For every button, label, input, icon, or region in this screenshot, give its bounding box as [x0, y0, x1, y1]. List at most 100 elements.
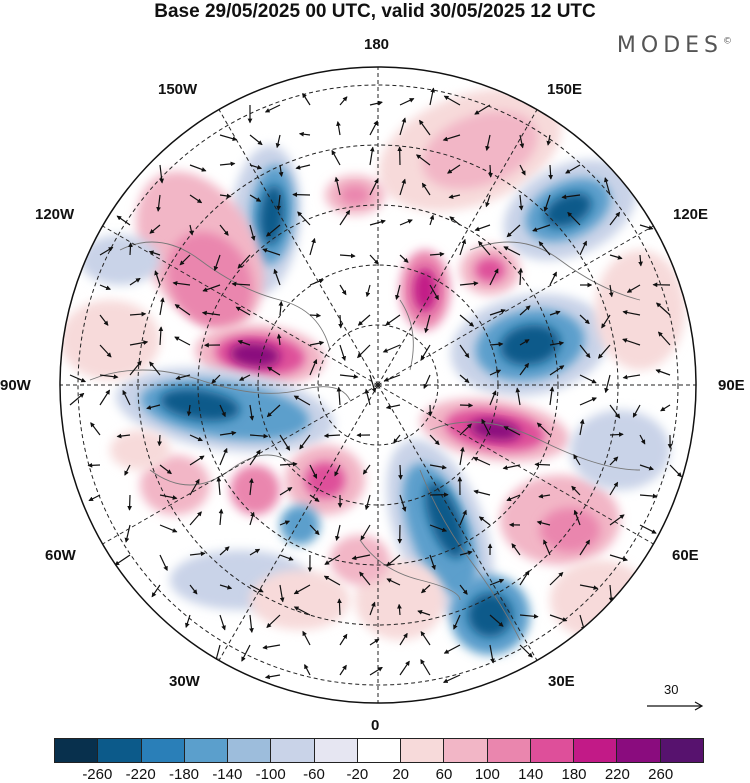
wind-vector: [656, 302, 671, 316]
coastline: [419, 469, 521, 641]
wind-vector: [622, 338, 641, 346]
wind-vector: [219, 224, 229, 236]
wind-vector: [128, 242, 133, 256]
wind-vector: [295, 164, 311, 170]
wind-vector: [279, 584, 285, 603]
wind-vector: [609, 456, 619, 466]
wind-vector: [309, 524, 320, 536]
anomaly-patch: [259, 185, 285, 245]
wind-vector: [309, 237, 316, 256]
wind-vector: [417, 609, 431, 616]
wind-vector: [386, 578, 401, 586]
colorbar-swatch: [617, 739, 661, 762]
wind-vector: [386, 554, 401, 567]
wind-vector: [548, 164, 554, 180]
wind-vector: [609, 432, 624, 437]
wind-vector: [538, 493, 551, 499]
wind-vector: [267, 366, 281, 376]
wind-vector: [339, 253, 356, 259]
wind-vector: [669, 464, 682, 478]
wind-vector: [573, 509, 581, 526]
wind-vector: [189, 478, 200, 496]
wind-vector: [201, 310, 221, 316]
wind-vector: [293, 584, 311, 595]
colorbar-tick-label: 60: [435, 766, 453, 783]
wind-vector: [279, 487, 293, 496]
wind-vector: [188, 224, 194, 236]
wind-vector: [489, 578, 505, 586]
wind-vector: [447, 164, 461, 174]
wind-vector: [489, 268, 499, 286]
meridian: [377, 384, 538, 661]
lon-label-30w: 30W: [169, 673, 200, 690]
wind-vector: [459, 374, 470, 384]
wind-vector: [309, 313, 322, 318]
wind-vector: [124, 464, 131, 476]
colorbar-tick-label: 140: [518, 766, 544, 783]
colorbar-tick-label: -60: [303, 766, 325, 783]
wind-vector: [99, 246, 114, 256]
wind-vector: [189, 551, 206, 557]
wind-vector: [543, 194, 551, 212]
lon-label-30e: 30E: [548, 673, 575, 690]
wind-vector: [579, 539, 591, 556]
map-boundary: [59, 66, 697, 704]
wind-vector: [429, 434, 440, 446]
wind-vector: [609, 554, 628, 562]
wind-vector: [532, 224, 551, 232]
wind-vector: [571, 485, 581, 496]
wind-vector: [302, 92, 311, 106]
wind-vector: [249, 433, 269, 439]
colorbar-swatch: [660, 739, 703, 762]
wind-vector: [459, 509, 467, 526]
wind-vector: [159, 494, 178, 500]
wind-vector: [309, 278, 324, 286]
wind-vector: [399, 494, 407, 512]
wind-vector: [154, 270, 161, 286]
wind-vector: [309, 340, 325, 346]
wind-vector: [597, 344, 611, 359]
wind-vector: [331, 149, 341, 166]
wind-vector: [297, 211, 311, 226]
wind-vector: [608, 584, 614, 603]
wind-vector: [579, 584, 599, 590]
wind-vector: [485, 134, 491, 151]
wind-vector: [174, 336, 191, 346]
wind-vector: [549, 271, 557, 286]
anomaly-patch: [413, 268, 437, 312]
anomaly-patch: [250, 570, 350, 630]
wind-vector: [429, 524, 448, 532]
wind-vector: [395, 284, 401, 300]
wind-vector: [423, 374, 431, 390]
wind-vector: [399, 632, 408, 646]
wind-vector: [429, 464, 447, 470]
wind-vector: [357, 344, 371, 359]
wind-vector: [429, 87, 436, 106]
wind-vector: [443, 95, 461, 106]
wind-vector: [638, 254, 643, 267]
coastline: [359, 539, 461, 601]
wind-vector: [399, 660, 410, 676]
wind-vector: [174, 304, 191, 316]
parallel: [77, 84, 679, 686]
wind-vector: [279, 554, 294, 561]
wind-vector: [429, 251, 445, 257]
wind-vector: [266, 614, 281, 628]
wind-vector: [158, 326, 164, 346]
colorbar-swatch: [574, 739, 618, 762]
wind-vector: [655, 369, 671, 376]
wind-vector: [369, 146, 375, 166]
wind-vector: [309, 464, 318, 479]
colorbar-tick-label: -100: [255, 766, 286, 783]
wind-vector: [459, 550, 473, 556]
colorbar-swatch: [184, 739, 229, 762]
wind-vector: [503, 246, 521, 256]
wind-vector: [459, 344, 470, 359]
wind-vector: [335, 524, 341, 541]
colorbar-tick-label: -180: [168, 766, 200, 783]
wind-vector: [549, 386, 555, 406]
colorbar-tick-label: -220: [125, 766, 156, 783]
coastline: [469, 241, 641, 301]
wind-vector: [216, 476, 222, 496]
wind-vector: [459, 238, 467, 256]
